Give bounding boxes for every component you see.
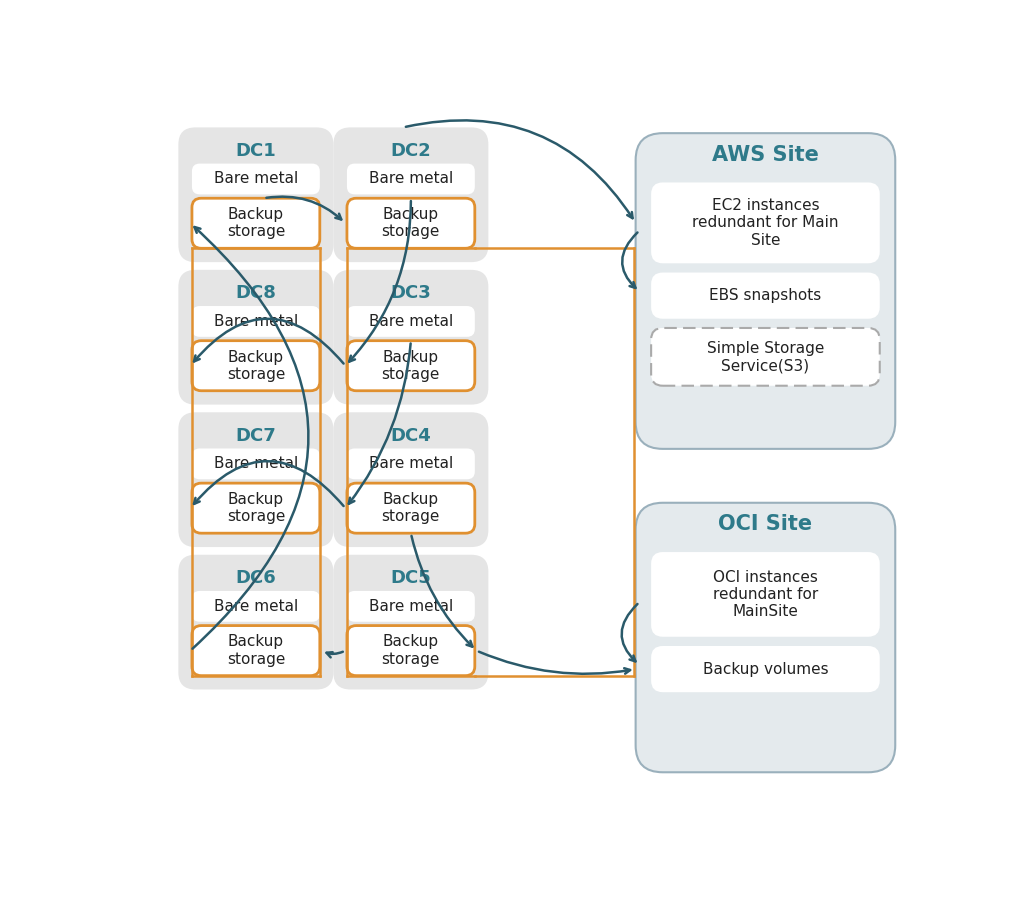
Text: AWS Site: AWS Site xyxy=(712,145,819,164)
Text: Bare metal: Bare metal xyxy=(214,456,298,471)
FancyBboxPatch shape xyxy=(178,555,334,690)
FancyBboxPatch shape xyxy=(347,340,475,391)
FancyBboxPatch shape xyxy=(334,555,488,690)
Text: DC4: DC4 xyxy=(390,427,431,445)
FancyBboxPatch shape xyxy=(191,591,319,621)
Text: Bare metal: Bare metal xyxy=(369,314,453,329)
FancyBboxPatch shape xyxy=(347,448,475,480)
Text: Bare metal: Bare metal xyxy=(214,599,298,614)
Text: Backup
storage: Backup storage xyxy=(226,349,285,382)
Text: DC7: DC7 xyxy=(236,427,276,445)
FancyBboxPatch shape xyxy=(651,646,880,692)
FancyBboxPatch shape xyxy=(651,328,880,386)
Text: Backup
storage: Backup storage xyxy=(382,207,440,240)
FancyBboxPatch shape xyxy=(636,133,895,449)
FancyBboxPatch shape xyxy=(347,483,475,533)
FancyBboxPatch shape xyxy=(334,412,488,547)
FancyBboxPatch shape xyxy=(191,163,319,194)
Text: DC6: DC6 xyxy=(236,569,276,587)
Text: Backup
storage: Backup storage xyxy=(382,349,440,382)
Text: Backup
storage: Backup storage xyxy=(382,634,440,667)
Text: Bare metal: Bare metal xyxy=(214,172,298,187)
Text: Backup
storage: Backup storage xyxy=(382,492,440,524)
Text: Backup
storage: Backup storage xyxy=(226,634,285,667)
FancyBboxPatch shape xyxy=(334,128,488,262)
Text: DC1: DC1 xyxy=(236,142,276,160)
Text: Bare metal: Bare metal xyxy=(369,456,453,471)
Text: Backup
storage: Backup storage xyxy=(226,207,285,240)
FancyBboxPatch shape xyxy=(178,412,334,547)
Text: Simple Storage
Service(S3): Simple Storage Service(S3) xyxy=(707,340,824,373)
Text: DC5: DC5 xyxy=(390,569,431,587)
FancyBboxPatch shape xyxy=(651,182,880,263)
Text: DC2: DC2 xyxy=(390,142,431,160)
FancyBboxPatch shape xyxy=(191,483,319,533)
Text: Bare metal: Bare metal xyxy=(369,599,453,614)
FancyBboxPatch shape xyxy=(651,272,880,319)
FancyBboxPatch shape xyxy=(334,269,488,405)
Text: Backup
storage: Backup storage xyxy=(226,492,285,524)
Text: Bare metal: Bare metal xyxy=(369,172,453,187)
FancyBboxPatch shape xyxy=(191,198,319,248)
FancyBboxPatch shape xyxy=(347,591,475,621)
FancyBboxPatch shape xyxy=(178,128,334,262)
FancyBboxPatch shape xyxy=(191,306,319,337)
Text: OCI instances
redundant for
MainSite: OCI instances redundant for MainSite xyxy=(713,569,818,620)
Text: EC2 instances
redundant for Main
Site: EC2 instances redundant for Main Site xyxy=(692,198,839,248)
Text: Backup volumes: Backup volumes xyxy=(702,662,828,676)
FancyBboxPatch shape xyxy=(347,306,475,337)
Text: DC3: DC3 xyxy=(390,285,431,303)
FancyBboxPatch shape xyxy=(651,552,880,637)
FancyBboxPatch shape xyxy=(191,626,319,675)
FancyBboxPatch shape xyxy=(636,503,895,772)
FancyBboxPatch shape xyxy=(191,448,319,480)
FancyBboxPatch shape xyxy=(191,340,319,391)
Text: OCI Site: OCI Site xyxy=(719,515,812,534)
FancyBboxPatch shape xyxy=(347,626,475,675)
FancyBboxPatch shape xyxy=(347,198,475,248)
Text: DC8: DC8 xyxy=(236,285,276,303)
FancyBboxPatch shape xyxy=(178,269,334,405)
Text: EBS snapshots: EBS snapshots xyxy=(710,288,821,304)
Text: Bare metal: Bare metal xyxy=(214,314,298,329)
FancyBboxPatch shape xyxy=(347,163,475,194)
